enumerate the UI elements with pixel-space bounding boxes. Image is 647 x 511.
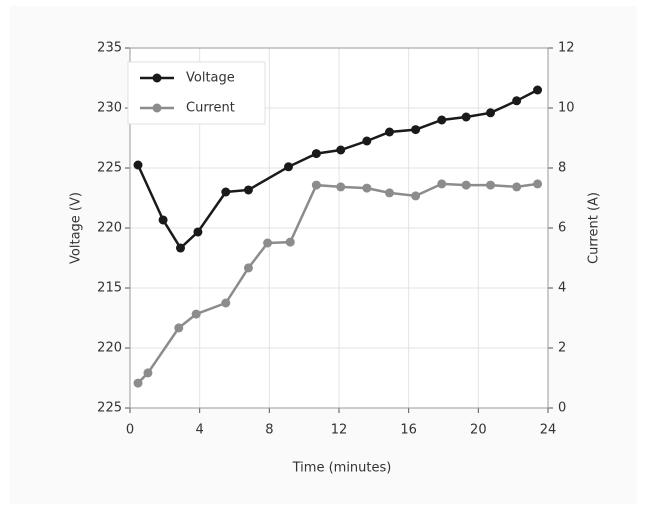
data-point (533, 179, 543, 189)
data-point (411, 191, 421, 201)
y2-tick-label: 12 (558, 41, 575, 56)
y2-tick-label: 4 (558, 281, 566, 296)
data-point (191, 309, 201, 319)
data-point (243, 185, 253, 195)
data-point (512, 96, 522, 106)
legend-label: Voltage (186, 71, 235, 86)
data-point (283, 162, 293, 172)
y-axis-label: Voltage (V) (69, 192, 84, 264)
x-axis-label: Time (minutes) (292, 461, 392, 476)
y-tick-label: 235 (97, 41, 122, 56)
y-tick-label: 225 (97, 401, 122, 416)
data-point (411, 125, 421, 135)
data-point (193, 227, 203, 237)
data-point (486, 108, 496, 118)
x-tick-label: 4 (196, 423, 204, 438)
y2-axis-label: Current (A) (587, 192, 602, 264)
data-point (311, 149, 321, 159)
data-point (437, 179, 447, 189)
legend-marker (152, 73, 162, 83)
data-point (512, 182, 522, 192)
y2-tick-label: 6 (558, 221, 566, 236)
data-point (221, 298, 231, 308)
y2-tick-label: 10 (558, 101, 575, 116)
data-point (461, 180, 471, 190)
data-point (143, 368, 153, 378)
data-point (486, 180, 496, 190)
data-point (221, 187, 231, 197)
data-point (336, 182, 346, 192)
x-tick-label: 0 (126, 423, 134, 438)
data-point (133, 378, 143, 388)
x-tick-label: 8 (265, 423, 273, 438)
y2-tick-label: 2 (558, 341, 566, 356)
data-point (133, 160, 143, 170)
data-point (285, 237, 295, 247)
y-tick-label: 215 (97, 281, 122, 296)
data-point (243, 263, 253, 273)
data-point (336, 145, 346, 155)
x-tick-label: 24 (540, 423, 557, 438)
data-point (158, 215, 168, 225)
legend-box (127, 61, 266, 125)
data-point (461, 112, 471, 122)
plot-frame (129, 47, 549, 409)
data-point (174, 323, 184, 333)
y-tick-label: 220 (97, 221, 122, 236)
y-tick-label: 225 (97, 161, 122, 176)
data-point (311, 180, 321, 190)
data-point (263, 238, 273, 248)
data-point (176, 243, 186, 253)
data-point (437, 115, 447, 125)
x-tick-label: 16 (400, 423, 417, 438)
y-tick-label: 230 (97, 101, 122, 116)
y2-tick-label: 8 (558, 161, 566, 176)
data-point (362, 136, 372, 146)
data-point (362, 183, 372, 193)
data-point (385, 188, 395, 198)
y-tick-label: 220 (97, 341, 122, 356)
y2-tick-label: 0 (558, 401, 566, 416)
x-tick-label: 20 (470, 423, 487, 438)
data-point (385, 127, 395, 137)
data-point (533, 85, 543, 95)
x-tick-label: 12 (331, 423, 348, 438)
legend-label: Current (186, 101, 235, 116)
legend-marker (152, 103, 162, 113)
